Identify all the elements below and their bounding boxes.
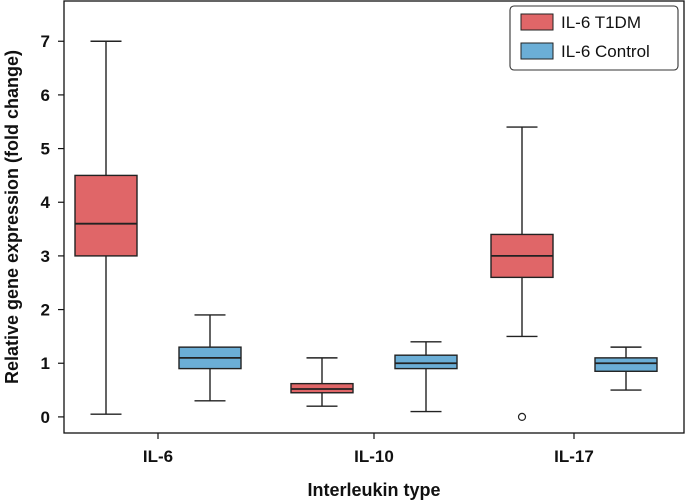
y-tick-label: 0 — [41, 408, 50, 427]
box-control-il-6 — [178, 314, 242, 402]
y-tick-label: 1 — [41, 354, 50, 373]
y-tick-label: 7 — [41, 32, 50, 51]
x-tick-label: IL-10 — [354, 447, 394, 466]
y-tick-label: 2 — [41, 301, 50, 320]
y-axis-title: Relative gene expression (fold change) — [2, 50, 22, 384]
x-axis-title: Interleukin type — [307, 480, 440, 500]
box-t1dm-il-6 — [74, 40, 138, 415]
legend: IL-6 T1DM IL-6 Control — [509, 5, 679, 71]
y-tick-label: 3 — [41, 247, 50, 266]
y-tick-label: 5 — [41, 140, 50, 159]
x-tick-label: IL-6 — [143, 447, 173, 466]
y-tick-label: 4 — [41, 193, 51, 212]
x-tick-label: IL-17 — [554, 447, 594, 466]
legend-label-t1dm: IL-6 T1DM — [561, 13, 641, 32]
box-t1dm-il-10 — [290, 357, 354, 407]
box-series-layer — [74, 40, 658, 422]
box-t1dm-il-17 — [490, 126, 554, 422]
legend-label-control: IL-6 Control — [561, 42, 650, 61]
iqr-box — [74, 174, 138, 257]
box-control-il-17 — [594, 346, 658, 391]
outlier-point — [517, 412, 527, 422]
y-tick-label: 6 — [41, 86, 50, 105]
iqr-box — [594, 357, 658, 372]
y-axis: 0 1 2 3 4 5 6 7 — [41, 32, 64, 427]
box-control-il-10 — [394, 341, 458, 413]
x-axis: IL-6 IL-10 IL-17 — [143, 433, 594, 466]
legend-swatch-control — [520, 42, 554, 60]
legend-swatch-t1dm — [520, 13, 554, 31]
iqr-box — [394, 354, 458, 370]
